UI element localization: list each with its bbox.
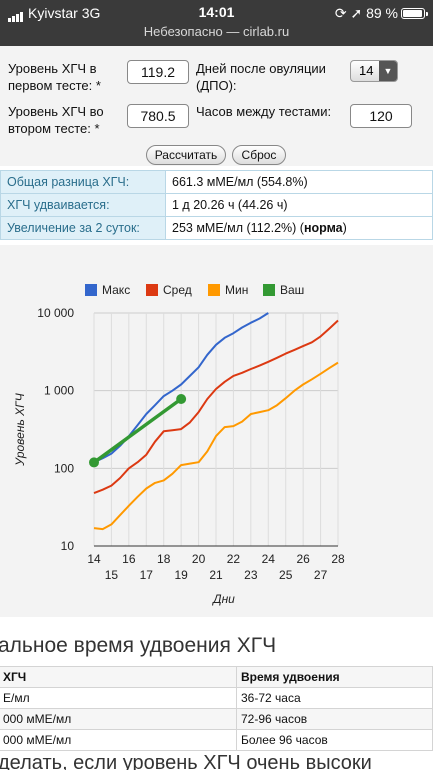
table-row: 000 мМЕ/мл Более 96 часов bbox=[0, 729, 433, 751]
doubling-time-cell: 72-96 часов bbox=[236, 708, 433, 730]
results-row: ХГЧ удваивается: 1 д 20.26 ч (44.26 ч) bbox=[0, 193, 433, 217]
status-right: ⟳ ➚ 89 % bbox=[334, 5, 428, 22]
high-hcg-heading: делать, если уровень ХГЧ очень высоки bbox=[0, 752, 372, 770]
table-row: 000 мМЕ/мл 72-96 часов bbox=[0, 708, 433, 730]
series-line-Ваш bbox=[92, 397, 183, 464]
doubling-time-heading: альное время удвоения ХГЧ bbox=[0, 634, 277, 657]
x-tick-label: 16 bbox=[122, 552, 136, 566]
reset-button[interactable]: Сброс bbox=[232, 145, 286, 165]
data-point bbox=[176, 394, 187, 405]
clock: 14:01 bbox=[198, 4, 235, 20]
col-time-header: Время удвоения bbox=[236, 666, 433, 688]
results-row: Увеличение за 2 суток: 253 мМЕ/мл (112.2… bbox=[0, 216, 433, 240]
test1-label: Уровень ХГЧ в первом тесте: * bbox=[8, 61, 101, 93]
series-line-Сред bbox=[93, 319, 339, 495]
table-row: Е/мл 36-72 часа bbox=[0, 687, 433, 709]
x-tick-label: 25 bbox=[279, 568, 293, 582]
results-row: Общая разница ХГЧ: 661.3 мМЕ/мл (554.8%) bbox=[0, 170, 433, 194]
days-label: Дней после овуляции (ДПО): bbox=[196, 61, 326, 93]
legend-label: Ваш bbox=[280, 283, 304, 297]
y-axis-title: Уровень ХГЧ bbox=[13, 392, 27, 466]
x-tick-label: 20 bbox=[192, 552, 206, 566]
col-hcg-header: ХГЧ bbox=[0, 666, 237, 688]
x-tick-label: 17 bbox=[140, 568, 154, 582]
test1-input[interactable]: 119.2 bbox=[127, 60, 189, 84]
x-tick-label: 21 bbox=[209, 568, 223, 582]
doubling-time-cell: Более 96 часов bbox=[236, 729, 433, 751]
legend-label: Макс bbox=[102, 283, 130, 297]
doubling-label: ХГЧ удваивается: bbox=[0, 193, 166, 217]
total-diff-label: Общая разница ХГЧ: bbox=[0, 170, 166, 194]
hours-label: Часов между тестами: bbox=[196, 104, 332, 119]
location-icon: ➚ bbox=[350, 5, 363, 21]
x-tick-label: 15 bbox=[105, 568, 119, 582]
y-tick-label: 10 000 bbox=[37, 306, 74, 320]
legend-swatch bbox=[85, 284, 97, 296]
legend-swatch bbox=[208, 284, 220, 296]
x-tick-label: 18 bbox=[157, 552, 171, 566]
carrier-info: Kyivstar 3G bbox=[8, 5, 100, 22]
network-type: 3G bbox=[81, 5, 101, 21]
legend-label: Мин bbox=[225, 283, 248, 297]
doubling-time-table: ХГЧ Время удвоения Е/мл 36-72 часа 000 м… bbox=[0, 666, 433, 751]
norm-status: норма bbox=[303, 221, 343, 235]
hcg-calculator-form: Уровень ХГЧ в первом тесте: * 119.2 Дней … bbox=[0, 46, 433, 166]
signal-icon bbox=[8, 6, 24, 22]
data-point bbox=[89, 457, 99, 468]
series-line-Мин bbox=[93, 361, 339, 531]
legend-swatch bbox=[263, 284, 275, 296]
x-tick-label: 24 bbox=[262, 552, 276, 566]
status-bar: Kyivstar 3G 14:01 ⟳ ➚ 89 % Небезопасно —… bbox=[0, 0, 433, 46]
calculate-button[interactable]: Рассчитать bbox=[146, 145, 226, 165]
x-tick-label: 22 bbox=[227, 552, 241, 566]
y-tick-label: 10 bbox=[61, 539, 75, 553]
test2-label: Уровень ХГЧ во втором тесте: * bbox=[8, 104, 104, 136]
table-header-row: ХГЧ Время удвоения bbox=[0, 666, 433, 688]
increase-label: Увеличение за 2 суток: bbox=[0, 216, 166, 240]
hcg-level-cell: Е/мл bbox=[0, 687, 237, 709]
total-diff-value: 661.3 мМЕ/мл (554.8%) bbox=[165, 170, 433, 194]
x-tick-label: 26 bbox=[296, 552, 310, 566]
x-tick-label: 14 bbox=[87, 552, 101, 566]
x-tick-label: 23 bbox=[244, 568, 258, 582]
hcg-chart: 10 100 1 000 10 000 14 16 18 20 22 24 26 28 15 17 19 21… bbox=[0, 245, 433, 617]
days-select[interactable]: 14 ▼ bbox=[350, 60, 398, 82]
hours-input[interactable]: 120 bbox=[350, 104, 412, 128]
chevron-down-icon: ▼ bbox=[379, 61, 397, 81]
x-tick-label: 28 bbox=[331, 552, 345, 566]
hcg-chart-svg: 10 100 1 000 10 000 14 16 18 20 22 24 26 28 15 17 19 21… bbox=[13, 283, 345, 606]
battery-percent: 89 % bbox=[366, 5, 398, 21]
y-tick-label: 100 bbox=[54, 461, 74, 475]
rotation-lock-icon: ⟳ bbox=[334, 5, 347, 21]
x-tick-label: 27 bbox=[314, 568, 328, 582]
carrier-name: Kyivstar bbox=[28, 5, 78, 21]
doubling-time-cell: 36-72 часа bbox=[236, 687, 433, 709]
address-bar[interactable]: Небезопасно — cirlab.ru bbox=[143, 24, 290, 39]
hcg-level-cell: 000 мМЕ/мл bbox=[0, 729, 237, 751]
x-axis-title: Дни bbox=[211, 592, 235, 606]
legend-swatch bbox=[146, 284, 158, 296]
results-table: Общая разница ХГЧ: 661.3 мМЕ/мл (554.8%)… bbox=[0, 170, 433, 240]
doubling-value: 1 д 20.26 ч (44.26 ч) bbox=[165, 193, 433, 217]
increase-value: 253 мМЕ/мл (112.2%) (норма) bbox=[165, 216, 433, 240]
x-tick-label: 19 bbox=[174, 568, 188, 582]
y-tick-label: 1 000 bbox=[44, 384, 74, 398]
test2-input[interactable]: 780.5 bbox=[127, 104, 189, 128]
battery-icon bbox=[401, 8, 428, 19]
legend-label: Сред bbox=[163, 283, 192, 297]
hcg-level-cell: 000 мМЕ/мл bbox=[0, 708, 237, 730]
